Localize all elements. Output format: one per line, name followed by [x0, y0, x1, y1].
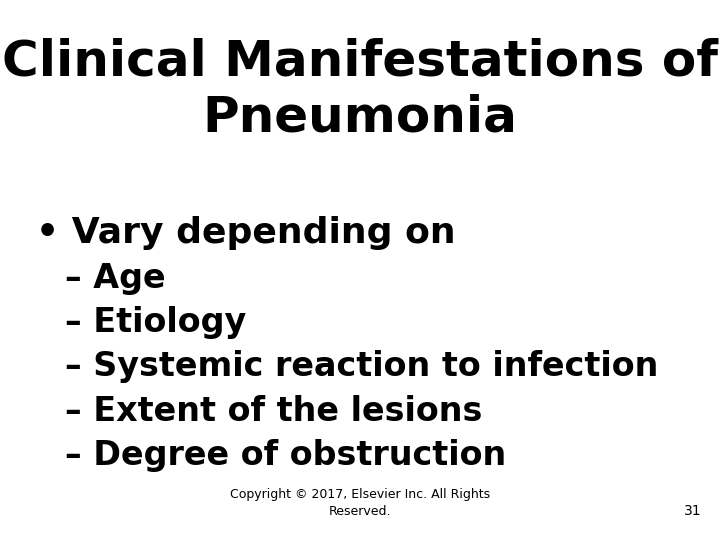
Text: – Age: – Age [65, 262, 166, 295]
Text: Clinical Manifestations of
Pneumonia: Clinical Manifestations of Pneumonia [2, 38, 718, 141]
Text: – Etiology: – Etiology [65, 306, 246, 339]
Text: – Extent of the lesions: – Extent of the lesions [65, 395, 482, 428]
Text: • Vary depending on: • Vary depending on [36, 216, 456, 250]
Text: – Degree of obstruction: – Degree of obstruction [65, 439, 506, 472]
Text: Copyright © 2017, Elsevier Inc. All Rights
Reserved.: Copyright © 2017, Elsevier Inc. All Righ… [230, 488, 490, 518]
Text: 31: 31 [685, 504, 702, 518]
Text: – Systemic reaction to infection: – Systemic reaction to infection [65, 350, 658, 383]
